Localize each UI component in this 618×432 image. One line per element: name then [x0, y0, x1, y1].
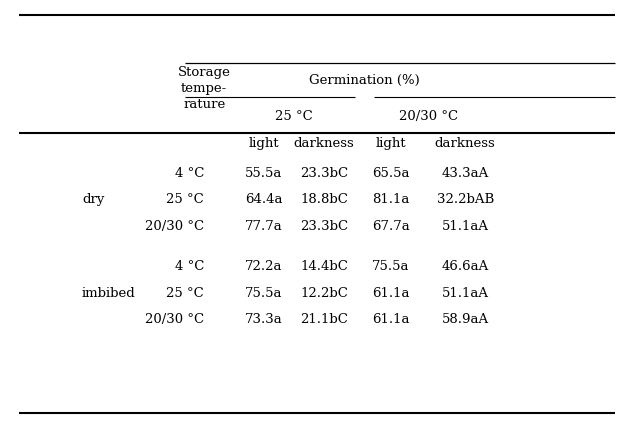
Text: 65.5a: 65.5a	[372, 167, 410, 180]
Text: Germination (%): Germination (%)	[309, 73, 420, 86]
Text: 73.3a: 73.3a	[245, 313, 283, 326]
Text: darkness: darkness	[435, 137, 496, 150]
Text: 72.2a: 72.2a	[245, 260, 283, 273]
Text: 32.2bAB: 32.2bAB	[436, 194, 494, 206]
Text: 67.7a: 67.7a	[372, 220, 410, 233]
Text: 20/30 °C: 20/30 °C	[145, 313, 204, 326]
Text: 23.3bC: 23.3bC	[300, 220, 348, 233]
Text: darkness: darkness	[294, 137, 354, 150]
Text: 25 °C: 25 °C	[166, 286, 204, 299]
Text: 20/30 °C: 20/30 °C	[399, 110, 458, 123]
Text: light: light	[376, 137, 406, 150]
Text: 4 °C: 4 °C	[175, 167, 204, 180]
Text: 25 °C: 25 °C	[275, 110, 313, 123]
Text: 51.1aA: 51.1aA	[442, 220, 489, 233]
Text: imbibed: imbibed	[82, 286, 136, 299]
Text: 23.3bC: 23.3bC	[300, 167, 348, 180]
Text: 20/30 °C: 20/30 °C	[145, 220, 204, 233]
Text: 25 °C: 25 °C	[166, 194, 204, 206]
Text: 12.2bC: 12.2bC	[300, 286, 348, 299]
Text: 75.5a: 75.5a	[245, 286, 283, 299]
Text: dry: dry	[82, 194, 104, 206]
Text: 4 °C: 4 °C	[175, 260, 204, 273]
Text: Storage
tempe-
rature: Storage tempe- rature	[178, 66, 231, 111]
Text: 55.5a: 55.5a	[245, 167, 282, 180]
Text: 43.3aA: 43.3aA	[442, 167, 489, 180]
Text: 21.1bC: 21.1bC	[300, 313, 348, 326]
Text: 81.1a: 81.1a	[372, 194, 410, 206]
Text: 77.7a: 77.7a	[245, 220, 283, 233]
Text: 75.5a: 75.5a	[372, 260, 410, 273]
Text: light: light	[248, 137, 279, 150]
Text: 64.4a: 64.4a	[245, 194, 283, 206]
Text: 51.1aA: 51.1aA	[442, 286, 489, 299]
Text: 46.6aA: 46.6aA	[442, 260, 489, 273]
Text: 61.1a: 61.1a	[372, 286, 410, 299]
Text: 61.1a: 61.1a	[372, 313, 410, 326]
Text: 18.8bC: 18.8bC	[300, 194, 348, 206]
Text: 58.9aA: 58.9aA	[442, 313, 489, 326]
Text: 14.4bC: 14.4bC	[300, 260, 348, 273]
